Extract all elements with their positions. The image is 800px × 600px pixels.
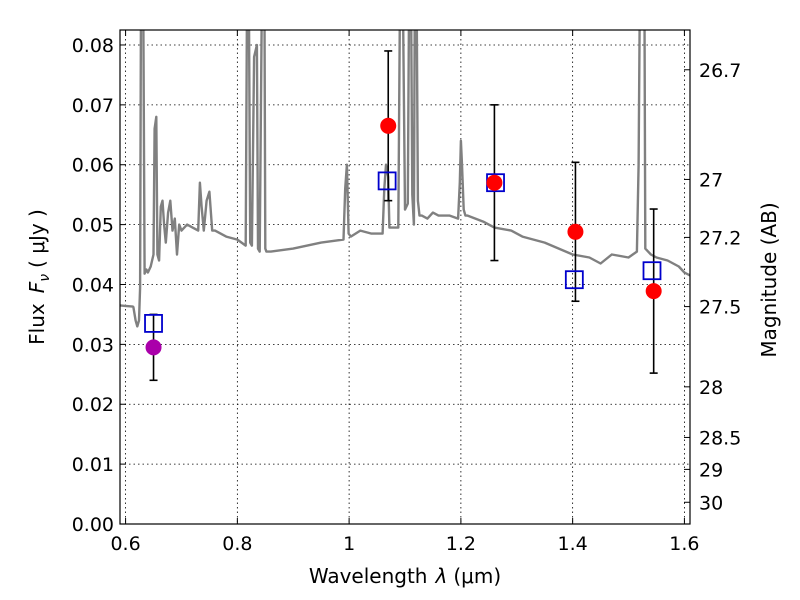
observed-flux-point	[567, 223, 584, 240]
y2-tick-label: 26.7	[699, 60, 741, 82]
y2-tick-label: 27	[699, 169, 723, 191]
y2-axis-title: Magnitude (AB)	[757, 202, 781, 357]
y-tick-label: 0.07	[72, 95, 114, 117]
x-axis-title-unit: (μm)	[453, 564, 501, 588]
y-tick-label: 0.05	[72, 215, 114, 237]
observed-flux-point	[145, 339, 162, 356]
plot-area	[120, 30, 690, 382]
y2-tick-label: 30	[699, 492, 723, 514]
x-axis-title: Wavelength λ (μm)	[309, 564, 501, 588]
y-axis-title-text: Flux	[25, 303, 49, 345]
plot-frame	[119, 29, 691, 525]
x-tick-label: 1	[343, 533, 355, 555]
y-axis-title: Flux Fν ( μJy )	[25, 209, 53, 345]
y-axis-title-subscript: ν	[37, 274, 53, 282]
model-photometry-square	[377, 171, 397, 191]
x-tick-label: 0.8	[222, 533, 252, 555]
model-photometry-square	[642, 261, 662, 281]
y2-tick-label: 28	[699, 377, 723, 399]
y-tick-label: 0.00	[72, 514, 114, 536]
x-tick-label: 0.6	[110, 533, 140, 555]
y2-tick-label: 28.5	[699, 427, 741, 449]
model-spectrum-line	[120, 30, 690, 328]
y2-tick-label: 29	[699, 459, 723, 481]
x-tick-label: 1.2	[446, 533, 476, 555]
y2-tick-label: 27.2	[699, 227, 741, 249]
y-tick-label: 0.04	[72, 274, 114, 296]
x-axis-title-text: Wavelength	[309, 564, 428, 588]
x-tick-label: 1.6	[669, 533, 699, 555]
x-axis-title-symbol: λ	[435, 564, 448, 588]
observed-flux-point	[380, 117, 397, 134]
axes: 0.6 0.8 1 1.2 1.4 1.6 0.00 0.01 0.02 0.03 0.04 0.05…	[72, 30, 741, 555]
observed-flux-point	[486, 174, 503, 191]
y-axis-title-unit: ( μJy )	[25, 209, 49, 268]
y-axis-title-symbol: F	[25, 281, 49, 293]
y-tick-label: 0.06	[72, 155, 114, 177]
x-tick-label: 1.4	[558, 533, 588, 555]
y-tick-label: 0.03	[72, 334, 114, 356]
y-tick-label: 0.08	[72, 35, 114, 57]
model-photometry-square	[144, 314, 163, 333]
y-tick-label: 0.01	[72, 454, 114, 476]
observed-flux-point	[645, 283, 662, 300]
y-tick-label: 0.02	[72, 394, 114, 416]
y2-tick-label: 27.5	[699, 297, 741, 319]
model-photometry-square	[564, 270, 584, 290]
